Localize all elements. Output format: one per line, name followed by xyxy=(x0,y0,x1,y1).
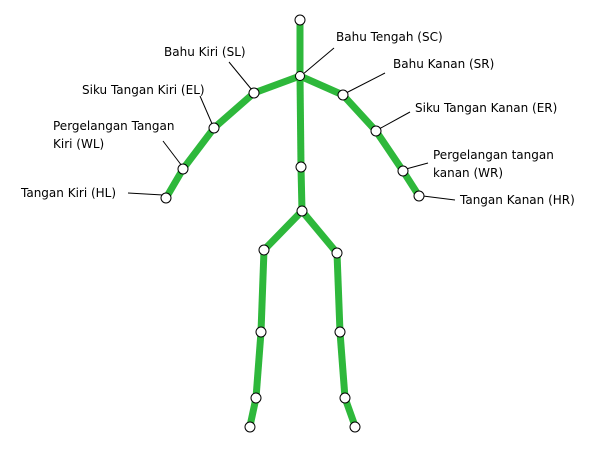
joint-shoulder-center xyxy=(295,71,305,81)
bones xyxy=(162,20,422,428)
leader-er xyxy=(378,111,411,130)
leader-hr xyxy=(422,195,456,201)
label-wr-line2: kanan (WR) xyxy=(433,166,503,180)
bone-shoulder-left xyxy=(252,72,302,97)
joint-hand-left xyxy=(160,192,172,204)
joint-knee-right xyxy=(334,326,346,338)
bone-hand-left xyxy=(162,167,187,200)
joint-knee-left xyxy=(255,326,267,338)
joint-elbow-right xyxy=(370,125,382,137)
joint-hip-center xyxy=(296,205,308,217)
joint-head xyxy=(294,14,306,26)
joint-hand-right xyxy=(413,190,425,202)
bone-thigh-left xyxy=(257,249,268,333)
leader-wl xyxy=(162,140,183,167)
bone-forearm-left xyxy=(180,125,217,172)
joint-shoulder-left xyxy=(248,87,260,99)
bone-shin-left xyxy=(252,331,265,399)
bone-hip-right xyxy=(299,208,340,256)
joint-hip-left xyxy=(258,244,270,256)
bone-shoulder-right xyxy=(298,72,345,99)
bone-upper-arm-left xyxy=(211,90,257,131)
bone-forearm-right xyxy=(373,129,406,173)
joint-wrist-left xyxy=(177,163,189,175)
bone-spine-upper xyxy=(296,75,305,168)
joint-foot-right xyxy=(349,421,361,433)
leader-hl xyxy=(127,192,164,196)
bone-upper-arm-right xyxy=(340,92,379,134)
joint-hip-right xyxy=(331,247,343,259)
label-hl: Tangan Kiri (HL) xyxy=(20,186,116,200)
leader-wr xyxy=(405,162,429,170)
label-wl-line2: Kiri (WL) xyxy=(53,137,104,151)
label-sr: Bahu Kanan (SR) xyxy=(393,57,494,71)
leader-el xyxy=(199,95,214,127)
joint-foot-left xyxy=(244,421,256,433)
label-er: Siku Tangan Kanan (ER) xyxy=(415,101,557,115)
label-sc: Bahu Tengah (SC) xyxy=(336,30,443,44)
joints xyxy=(160,14,425,433)
label-sl: Bahu Kiri (SL) xyxy=(164,45,246,59)
label-el: Siku Tangan Kiri (EL) xyxy=(82,83,205,97)
joint-ankle-right xyxy=(339,392,351,404)
bone-hip-left xyxy=(261,208,305,253)
leader-sc xyxy=(301,47,335,76)
bone-thigh-right xyxy=(333,252,344,333)
leader-sl xyxy=(228,61,253,91)
bone-spine-lower xyxy=(297,166,306,212)
joint-shoulder-right xyxy=(337,89,349,101)
label-wr-line1: Pergelangan tangan xyxy=(433,148,554,162)
joint-ankle-left xyxy=(250,392,262,404)
joint-elbow-left xyxy=(208,122,220,134)
labels: Bahu Tengah (SC) Bahu Kiri (SL) Bahu Kan… xyxy=(20,30,575,207)
leader-lines xyxy=(127,47,456,201)
label-wl-line1: Pergelangan Tangan xyxy=(53,119,174,133)
joint-wrist-right xyxy=(397,165,409,177)
label-hr: Tangan Kanan (HR) xyxy=(459,193,575,207)
bone-shin-right xyxy=(336,331,349,399)
leader-sr xyxy=(345,72,386,94)
joint-spine xyxy=(295,161,307,173)
